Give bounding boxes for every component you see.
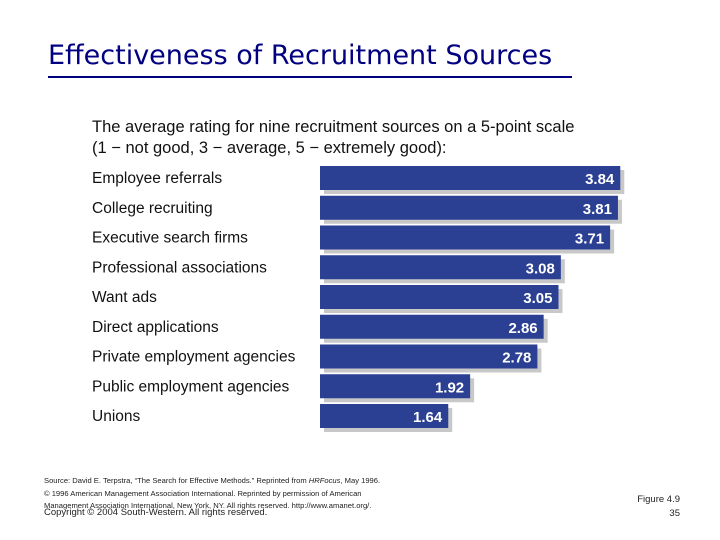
- figure-label: Figure 4.9 35: [637, 493, 680, 521]
- category-label: Employee referrals: [92, 170, 222, 187]
- slide-title: Effectiveness of Recruitment Sources: [48, 40, 553, 71]
- category-label: College recruiting: [92, 200, 213, 217]
- data-label: 3.81: [583, 201, 612, 218]
- source-line-3: Management Association International, Ne…: [44, 501, 372, 510]
- data-label: 2.86: [508, 320, 537, 337]
- category-label: Unions: [92, 408, 140, 425]
- source-suffix: , May 1996.: [340, 476, 381, 485]
- bar: [320, 195, 618, 220]
- data-label: 3.05: [523, 290, 552, 307]
- bar: [320, 166, 621, 190]
- data-label: 3.08: [526, 260, 555, 277]
- source-prefix: Source: David E. Terpstra, “The Search f…: [44, 476, 309, 485]
- page-number: 35: [669, 508, 680, 519]
- source-line-1: Source: David E. Terpstra, “The Search f…: [44, 475, 380, 488]
- bar: [320, 404, 449, 428]
- data-label: 1.92: [435, 379, 464, 396]
- source-line-2: © 1996 American Management Association I…: [44, 488, 362, 498]
- source-citation: Source: David E. Terpstra, “The Search f…: [44, 475, 380, 513]
- bar: [320, 225, 611, 250]
- data-label: 3.84: [585, 171, 615, 188]
- bar: [320, 255, 561, 280]
- copyright-notice: Copyright © 2004 South-Western. All righ…: [44, 507, 268, 518]
- category-label: Private employment agencies: [92, 349, 296, 366]
- category-label: Public employment agencies: [92, 378, 290, 395]
- title-underline: [48, 76, 572, 78]
- data-label: 3.71: [575, 231, 604, 248]
- bar: [320, 374, 471, 399]
- bar: [320, 344, 538, 369]
- figure-number: Figure 4.9: [637, 494, 680, 505]
- source-publication: HRFocus: [308, 476, 341, 485]
- subtitle-line-1: The average rating for nine recruitment …: [92, 118, 575, 136]
- subtitle-line-2: (1 − not good, 3 − average, 5 − extremel…: [92, 139, 447, 157]
- bar: [320, 314, 544, 339]
- data-label: 2.78: [502, 350, 531, 367]
- category-label: Professional associations: [92, 259, 267, 276]
- bar: [320, 285, 559, 309]
- category-label: Want ads: [92, 289, 157, 306]
- category-label: Executive search firms: [92, 230, 248, 247]
- category-label: Direct applications: [92, 319, 219, 336]
- chart-subtitle: The average rating for nine recruitment …: [92, 117, 574, 159]
- data-label: 1.64: [413, 409, 443, 426]
